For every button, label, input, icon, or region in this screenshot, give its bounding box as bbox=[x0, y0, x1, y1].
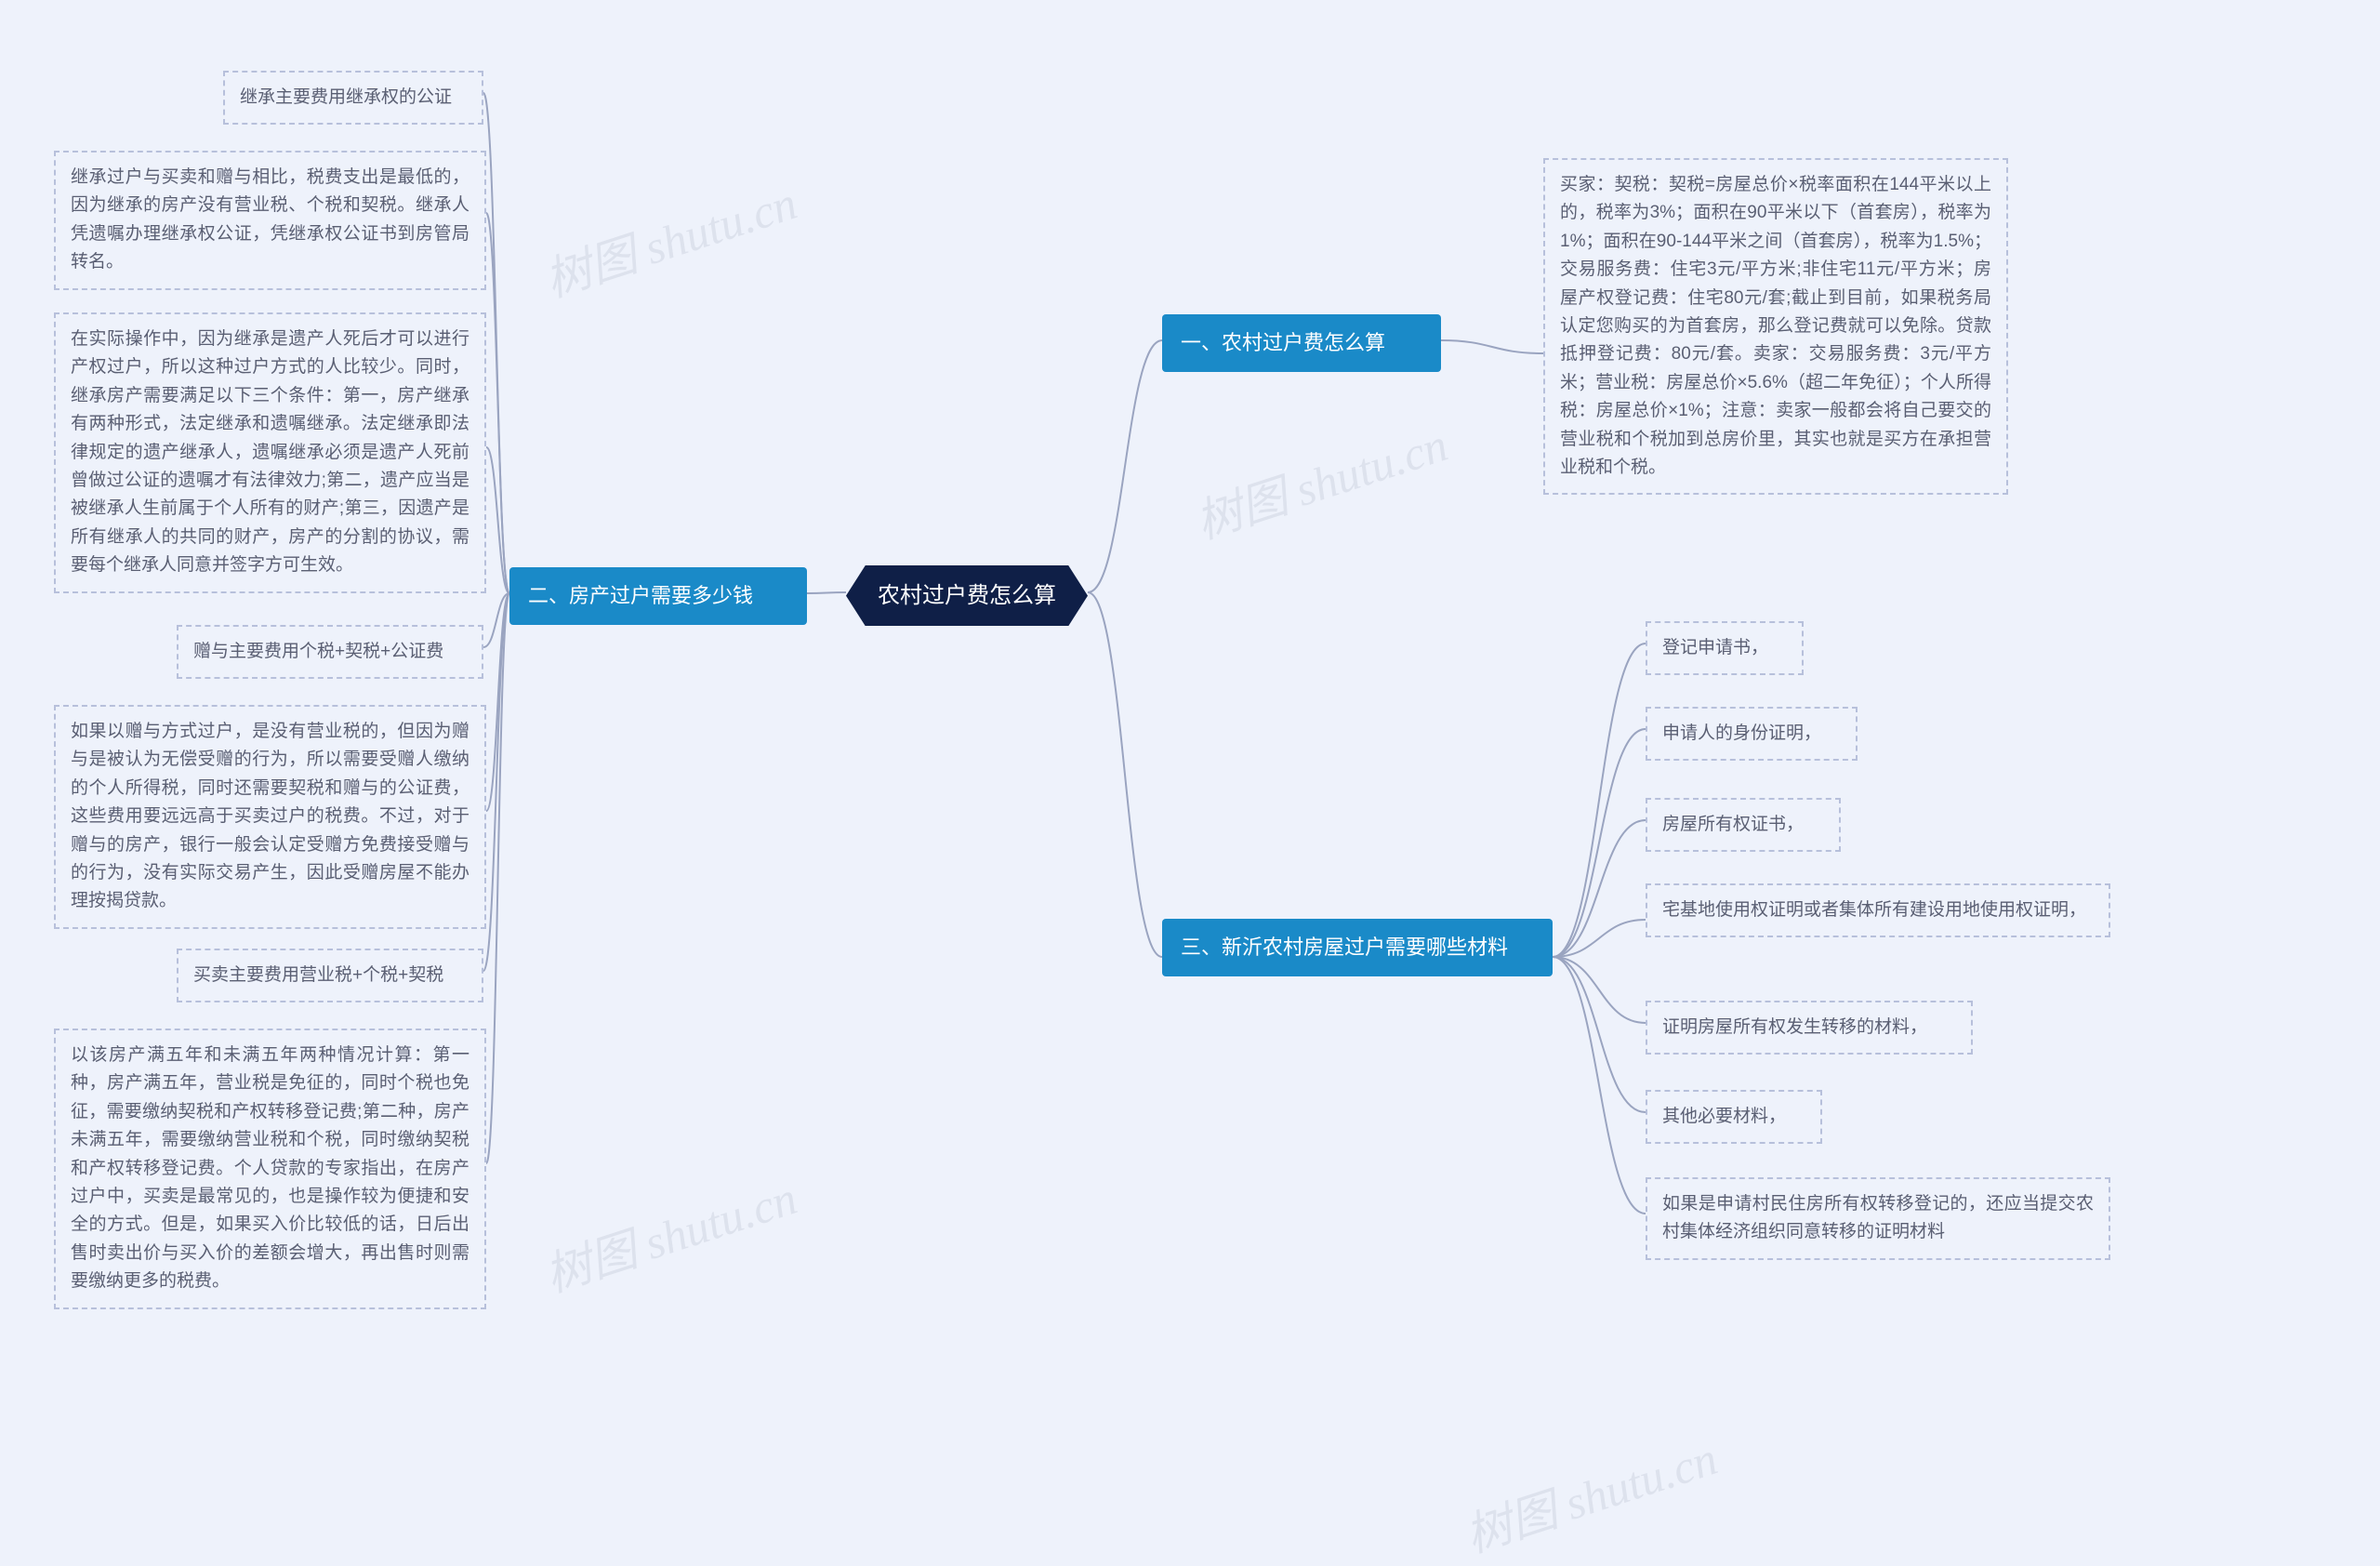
leaf-node[interactable]: 在实际操作中，因为继承是遗产人死后才可以进行产权过户，所以这种过户方式的人比较少… bbox=[54, 312, 486, 593]
leaf-node[interactable]: 其他必要材料， bbox=[1646, 1090, 1822, 1144]
branch-node[interactable]: 一、农村过户费怎么算 bbox=[1162, 314, 1441, 372]
leaf-node[interactable]: 赠与主要费用个税+契税+公证费 bbox=[177, 625, 483, 679]
branch-node[interactable]: 二、房产过户需要多少钱 bbox=[509, 567, 807, 625]
leaf-node[interactable]: 继承主要费用继承权的公证 bbox=[223, 71, 483, 125]
leaf-node[interactable]: 宅基地使用权证明或者集体所有建设用地使用权证明， bbox=[1646, 883, 2110, 937]
watermark: 树图 shutu.cn bbox=[536, 166, 804, 310]
leaf-node[interactable]: 如果以赠与方式过户，是没有营业税的，但因为赠与是被认为无偿受赠的行为，所以需要受… bbox=[54, 705, 486, 929]
watermark: 树图 shutu.cn bbox=[1456, 1421, 1725, 1565]
leaf-node[interactable]: 买家：契税：契税=房屋总价×税率面积在144平米以上的，税率为3%；面积在90平… bbox=[1543, 158, 2008, 495]
branch-node[interactable]: 三、新沂农村房屋过户需要哪些材料 bbox=[1162, 919, 1553, 976]
leaf-node[interactable]: 买卖主要费用营业税+个税+契税 bbox=[177, 949, 483, 1002]
watermark: 树图 shutu.cn bbox=[536, 1161, 804, 1305]
leaf-node[interactable]: 继承过户与买卖和赠与相比，税费支出是最低的，因为继承的房产没有营业税、个税和契税… bbox=[54, 151, 486, 290]
mindmap-canvas: 树图 shutu.cn树图 shutu.cn树图 shutu.cn树图 shut… bbox=[0, 0, 2380, 1559]
root-node[interactable]: 农村过户费怎么算 bbox=[846, 565, 1088, 626]
leaf-node[interactable]: 申请人的身份证明， bbox=[1646, 707, 1858, 761]
leaf-node[interactable]: 以该房产满五年和未满五年两种情况计算：第一种，房产满五年，营业税是免征的，同时个… bbox=[54, 1029, 486, 1309]
watermark: 树图 shutu.cn bbox=[1186, 407, 1455, 551]
leaf-node[interactable]: 如果是申请村民住房所有权转移登记的，还应当提交农村集体经济组织同意转移的证明材料 bbox=[1646, 1177, 2110, 1260]
leaf-node[interactable]: 登记申请书， bbox=[1646, 621, 1804, 675]
leaf-node[interactable]: 房屋所有权证书， bbox=[1646, 798, 1841, 852]
leaf-node[interactable]: 证明房屋所有权发生转移的材料， bbox=[1646, 1001, 1973, 1055]
